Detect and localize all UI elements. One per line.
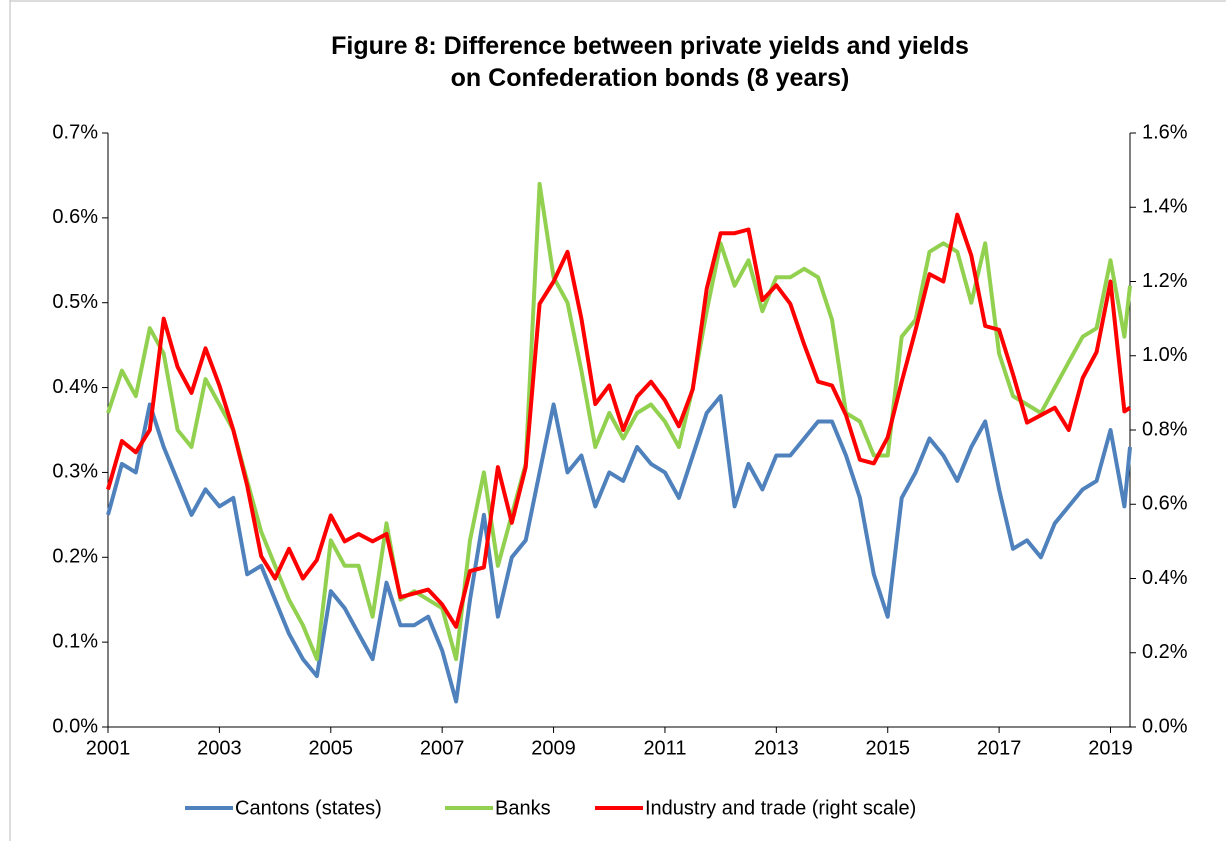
x-tick-label: 2013: [754, 737, 799, 759]
series-line: [106, 181, 1132, 662]
x-tick-label: 2019: [1088, 737, 1133, 759]
y2-tick-label: 0.8%: [1142, 418, 1188, 440]
legend-label: Banks: [495, 797, 551, 819]
y-tick-label: 0.2%: [52, 546, 98, 568]
y-tick-label: 0.5%: [52, 291, 98, 313]
series-line: [106, 212, 1132, 629]
y-tick-label: 0.7%: [52, 121, 98, 143]
y-tick-label: 0.6%: [52, 206, 98, 228]
x-tick-label: 2007: [420, 737, 465, 759]
x-tick-label: 2001: [86, 737, 131, 759]
y-tick-label: 0.1%: [52, 630, 98, 652]
y2-tick-label: 1.2%: [1142, 270, 1188, 292]
x-tick-label: 2009: [531, 737, 576, 759]
chart-title: Figure 8: Difference between private yie…: [331, 32, 969, 92]
x-tick-label: 2005: [309, 737, 354, 759]
y-tick-label: 0.4%: [52, 376, 98, 398]
y2-tick-label: 1.6%: [1142, 121, 1188, 143]
legend-label: Industry and trade (right scale): [645, 797, 916, 819]
legend-label: Cantons (states): [235, 797, 382, 819]
x-tick-label: 2003: [197, 737, 242, 759]
y2-tick-label: 1.0%: [1142, 344, 1188, 366]
x-tick-label: 2011: [643, 737, 686, 759]
y2-tick-label: 0.2%: [1142, 641, 1188, 663]
y2-tick-label: 0.4%: [1142, 567, 1188, 589]
x-tick-label: 2017: [977, 737, 1022, 759]
series-line: [106, 394, 1132, 704]
y2-tick-label: 0.0%: [1142, 715, 1188, 737]
x-tick-label: 2015: [865, 737, 910, 759]
y-tick-label: 0.0%: [52, 715, 98, 737]
y2-tick-label: 1.4%: [1142, 196, 1188, 218]
y-tick-label: 0.3%: [52, 461, 98, 483]
y2-tick-label: 0.6%: [1142, 493, 1188, 515]
